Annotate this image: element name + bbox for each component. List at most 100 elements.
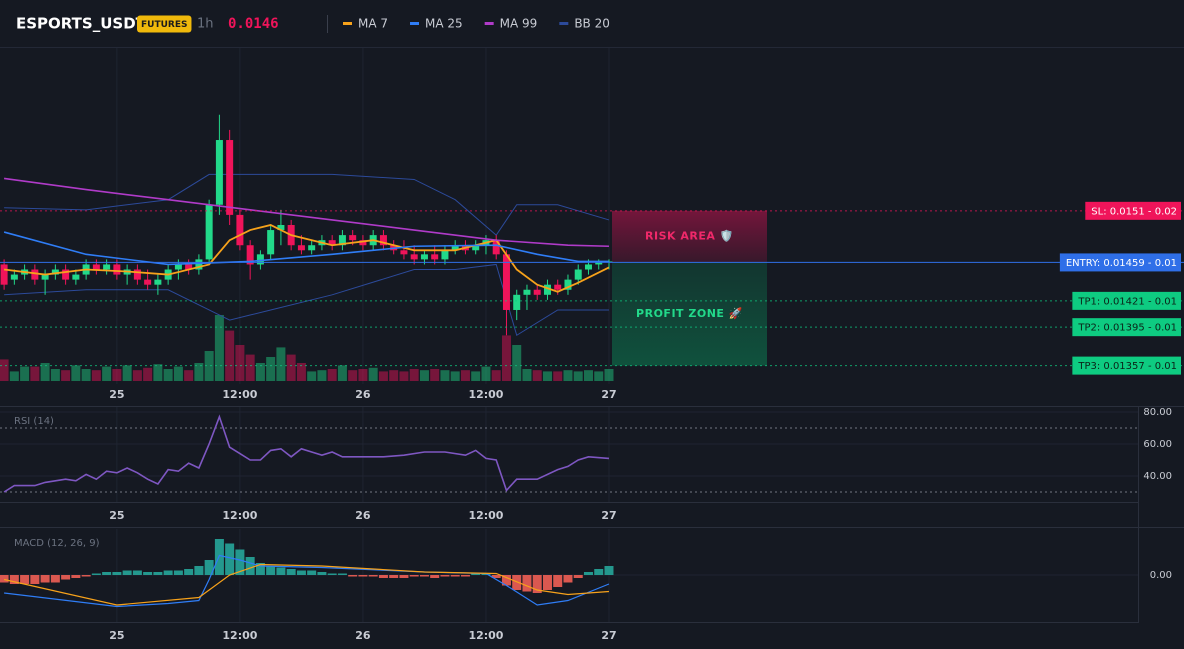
volume-bar (204, 351, 214, 381)
candle-body (10, 274, 18, 280)
zone-label: PROFIT ZONE 🚀 (636, 307, 743, 320)
macd-histogram-bar (276, 567, 286, 575)
macd-histogram-bar (378, 575, 388, 578)
volume-bar (40, 363, 50, 381)
macd-histogram-bar (460, 575, 470, 577)
x-tick-label: 26 (355, 388, 371, 401)
macd-histogram-bar (112, 572, 122, 575)
candle-body (103, 264, 111, 270)
candle-body (215, 140, 223, 205)
bollinger-band (4, 173, 610, 236)
symbol-title: ESPORTS_USDT (16, 15, 147, 33)
interval: 1h (197, 17, 214, 32)
candle-body (267, 230, 275, 255)
signal-line (3, 563, 610, 606)
volume-bar (163, 369, 173, 381)
macd-histogram-bar (532, 575, 542, 593)
x-tick-label: 25 (109, 509, 124, 522)
macd-histogram-bar (30, 575, 40, 584)
candle-body (41, 274, 49, 280)
x-tick-label: 25 (109, 629, 124, 642)
y-tick-label: 60.00 (1143, 439, 1172, 450)
macd-histogram-bar (450, 575, 460, 577)
x-tick-label: 12:00 (468, 629, 503, 642)
zone (612, 262, 767, 366)
volume-bar (399, 371, 409, 381)
macd-histogram-bar (296, 570, 306, 575)
candle-body (133, 269, 141, 280)
candle-body (31, 269, 39, 280)
volume-bar (286, 354, 296, 381)
macd-histogram-bar (91, 573, 101, 575)
candle-body (236, 214, 244, 246)
macd-histogram-bar (317, 572, 327, 575)
volume-bar (255, 363, 265, 381)
macd-histogram-bar (50, 575, 60, 583)
volume-bar (132, 370, 142, 381)
macd-histogram-bar (563, 575, 573, 583)
candle-body (154, 279, 162, 285)
volume-bar (276, 347, 286, 381)
volume-bar (430, 369, 440, 381)
zone (612, 210, 767, 263)
candle-body (420, 254, 428, 260)
candle-body (144, 279, 152, 285)
volume-bar (245, 354, 255, 381)
volume-bar (358, 369, 368, 381)
macd-histogram-bar (163, 570, 173, 575)
macd-histogram-bar (102, 572, 112, 575)
macd-histogram-bar (419, 575, 429, 577)
candle-body (195, 259, 203, 270)
candle-body (410, 254, 418, 260)
volume-bar (450, 371, 460, 381)
volume-bar (102, 366, 112, 381)
candle-body (51, 269, 59, 275)
macd-histogram-bar (481, 573, 491, 575)
moving-average (3, 231, 609, 266)
volume-bar (604, 369, 614, 381)
macd-histogram-bar (512, 575, 522, 590)
volume-bar (9, 371, 19, 381)
y-tick-label: 80.00 (1143, 407, 1172, 418)
volume-bar (583, 370, 593, 381)
legend-label: MA 25 (425, 17, 463, 31)
candle-body (584, 264, 592, 270)
macd-histogram-bar (61, 575, 71, 580)
macd-histogram-bar (225, 543, 235, 575)
candle-body (513, 294, 521, 310)
macd-histogram-bar (132, 570, 142, 575)
macd-histogram-bar (471, 573, 481, 575)
volume-bar (225, 330, 235, 381)
candle-body (256, 254, 264, 265)
candle-body (379, 235, 387, 246)
candle-body (533, 289, 541, 295)
volume-bar (20, 366, 30, 381)
macd-histogram-bar (20, 575, 30, 584)
macd-histogram-bar (184, 569, 194, 575)
volume-bar (30, 366, 40, 381)
price-level-label-bg (1072, 356, 1181, 375)
macd-histogram-bar (173, 570, 183, 575)
volume-bar (522, 369, 532, 381)
macd-histogram-bar (122, 570, 132, 575)
legend-label: BB 20 (574, 17, 610, 31)
price-level-label: SL: 0.0151 - 0.02 (1091, 206, 1177, 217)
candle-body (113, 264, 121, 275)
x-tick-label: 25 (109, 388, 124, 401)
market-badge: FUTURES (141, 20, 187, 30)
macd-histogram-bar (368, 575, 378, 577)
x-tick-label: 12:00 (222, 388, 257, 401)
macd-line (4, 554, 610, 608)
candle-body (62, 269, 70, 280)
indicator-title: RSI (14) (14, 416, 54, 427)
macd-histogram-bar (542, 575, 552, 590)
macd-histogram-bar (245, 557, 255, 575)
volume-bar (153, 364, 163, 381)
macd-histogram-bar (81, 575, 91, 577)
legend-label: MA 7 (358, 17, 388, 31)
volume-bar (501, 335, 511, 381)
volume-bar (368, 367, 378, 381)
macd-histogram-bar (440, 575, 450, 577)
macd-histogram-bar (604, 566, 614, 575)
